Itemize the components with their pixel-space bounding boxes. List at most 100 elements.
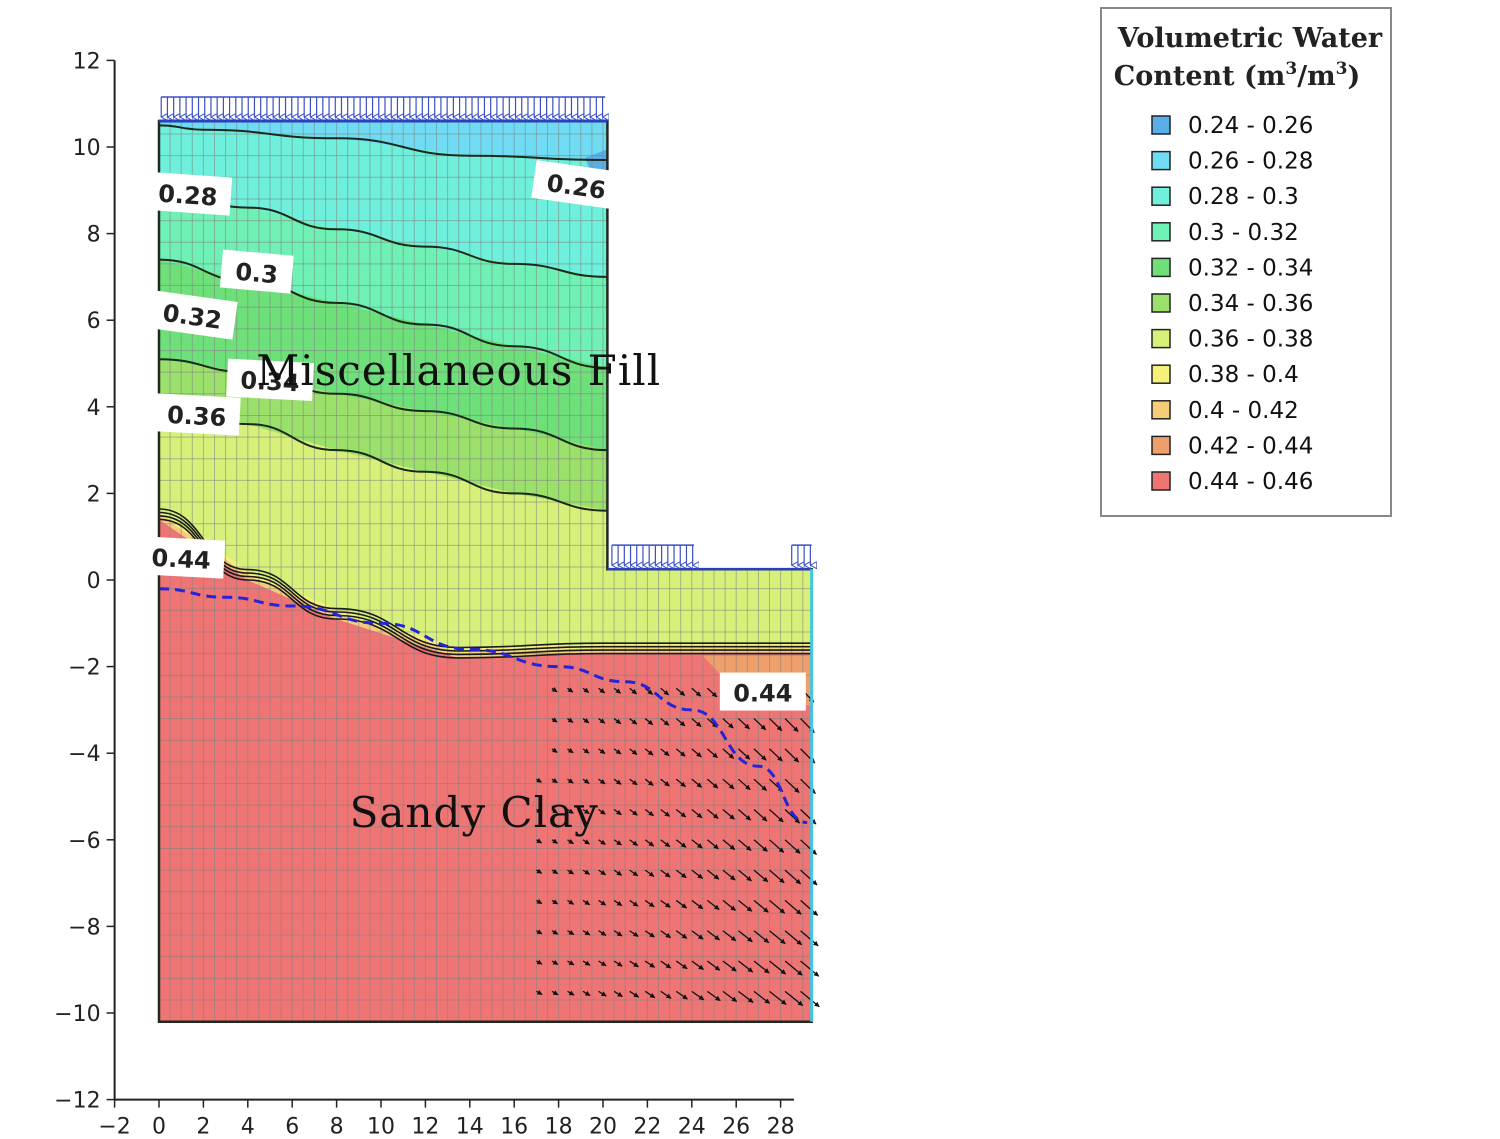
- flow-vector: [567, 990, 575, 996]
- flow-vector: [706, 899, 720, 911]
- flow-vector: [567, 960, 575, 966]
- legend-entry-label: 0.3 - 0.32: [1188, 220, 1299, 246]
- flow-vector: [753, 990, 771, 1004]
- flow-vector: [613, 930, 623, 937]
- flow-vector: [769, 748, 783, 762]
- flow-vector: [706, 748, 718, 759]
- flow-vector: [722, 899, 736, 911]
- flow-vector: [644, 748, 654, 756]
- x-tick-label: 16: [500, 1115, 528, 1139]
- flow-vector: [691, 718, 702, 728]
- flow-vector: [644, 687, 654, 695]
- x-tick-label: 28: [767, 1115, 795, 1139]
- flow-vector: [691, 899, 704, 910]
- legend-swatch: [1151, 257, 1171, 278]
- flow-vector: [753, 809, 768, 822]
- legend-entry-label: 0.26 - 0.28: [1188, 149, 1313, 175]
- flow-vector: [784, 990, 804, 1007]
- flow-vector: [706, 930, 720, 941]
- flow-vector: [582, 869, 591, 875]
- legend-swatch: [1151, 186, 1171, 206]
- contour-label: 0.36: [152, 393, 241, 436]
- legend-entry-label: 0.24 - 0.26: [1188, 113, 1313, 139]
- contour-label-box: [152, 393, 241, 436]
- flow-vector: [629, 687, 638, 695]
- flow-vector: [536, 868, 543, 874]
- flow-vector: [753, 778, 767, 792]
- legend-title-line2: Content (m3/m3): [1114, 59, 1361, 92]
- contour-label-box: [143, 171, 233, 216]
- flow-vector: [738, 930, 753, 943]
- legend-swatch: [1151, 400, 1171, 420]
- contour-label: 0.26: [531, 160, 622, 210]
- x-tick-label: 10: [367, 1115, 395, 1139]
- x-tick-label: 0: [152, 1115, 166, 1139]
- flow-vector: [738, 899, 753, 912]
- flow-vector: [567, 808, 574, 814]
- flow-vector: [753, 960, 770, 974]
- flow-vector: [784, 960, 803, 976]
- y-tick-label: −4: [68, 742, 100, 767]
- y-tick-label: −10: [54, 1002, 100, 1027]
- flow-vector: [598, 930, 607, 936]
- moisture-band: [159, 121, 608, 160]
- flow-vector: [675, 869, 687, 879]
- flow-vector: [582, 899, 591, 906]
- contour-label-text: 0.3: [234, 258, 279, 290]
- flow-vector: [629, 718, 638, 725]
- legend-title-line1: Volumetric Water: [1117, 23, 1383, 54]
- surface-loads: [161, 96, 811, 565]
- y-tick-label: −12: [54, 1089, 100, 1114]
- y-tick-label: 6: [87, 309, 101, 334]
- flow-vector: [551, 686, 558, 693]
- base-contour-line: [158, 515, 812, 656]
- flow-vector: [551, 808, 558, 814]
- flow-vector: [753, 748, 767, 761]
- flow-vector: [536, 808, 542, 814]
- contour-label-box: [219, 249, 294, 294]
- flow-vector: [784, 809, 801, 824]
- contour-label-box: [137, 536, 226, 579]
- contour-labels: 0.28 0.30.320.34 0.36 0.44 0.26 0.44: [137, 160, 806, 711]
- flow-vector: [738, 990, 754, 1003]
- flow-vector: [536, 989, 543, 996]
- base-contour-line: [158, 518, 812, 659]
- flow-vector: [582, 687, 590, 694]
- flow-vector: [769, 930, 786, 945]
- legend-entry-label: 0.34 - 0.36: [1188, 291, 1313, 317]
- flow-vector: [644, 808, 654, 817]
- flow-vector: [738, 960, 754, 973]
- flow-vector: [629, 839, 639, 847]
- flow-vector: [551, 959, 559, 966]
- flow-vector: [660, 778, 670, 787]
- y-tick-label: 0: [87, 569, 101, 594]
- legend-entry-label: 0.32 - 0.34: [1188, 255, 1313, 281]
- flow-vector: [613, 869, 623, 876]
- flow-vector: [660, 808, 671, 817]
- flow-vector: [629, 808, 638, 816]
- flow-vector: [722, 839, 736, 851]
- flow-vector: [551, 717, 558, 723]
- x-tick-label: 8: [330, 1115, 344, 1139]
- flow-vector: [582, 808, 590, 815]
- flow-vector: [660, 748, 670, 757]
- base-contour-line: [158, 511, 812, 652]
- flow-vector: [800, 869, 818, 886]
- flow-vector: [660, 930, 672, 939]
- flow-vector: [753, 899, 769, 913]
- y-tick-label: 12: [73, 49, 101, 74]
- flow-vector: [784, 748, 800, 763]
- flow-vector: [800, 990, 820, 1008]
- flow-vector: [722, 778, 735, 790]
- flow-vector: [675, 748, 686, 757]
- flow-vector: [706, 808, 719, 819]
- y-tick-label: 4: [87, 396, 101, 421]
- flow-vector: [769, 809, 784, 823]
- flow-vector: [691, 748, 702, 758]
- y-tick-label: −8: [68, 915, 100, 940]
- flow-vector: [722, 748, 735, 759]
- x-tick-label: 14: [456, 1115, 484, 1139]
- flow-vectors: [536, 686, 820, 1008]
- flow-vector: [722, 718, 734, 729]
- legend-entry-label: 0.36 - 0.38: [1188, 327, 1313, 353]
